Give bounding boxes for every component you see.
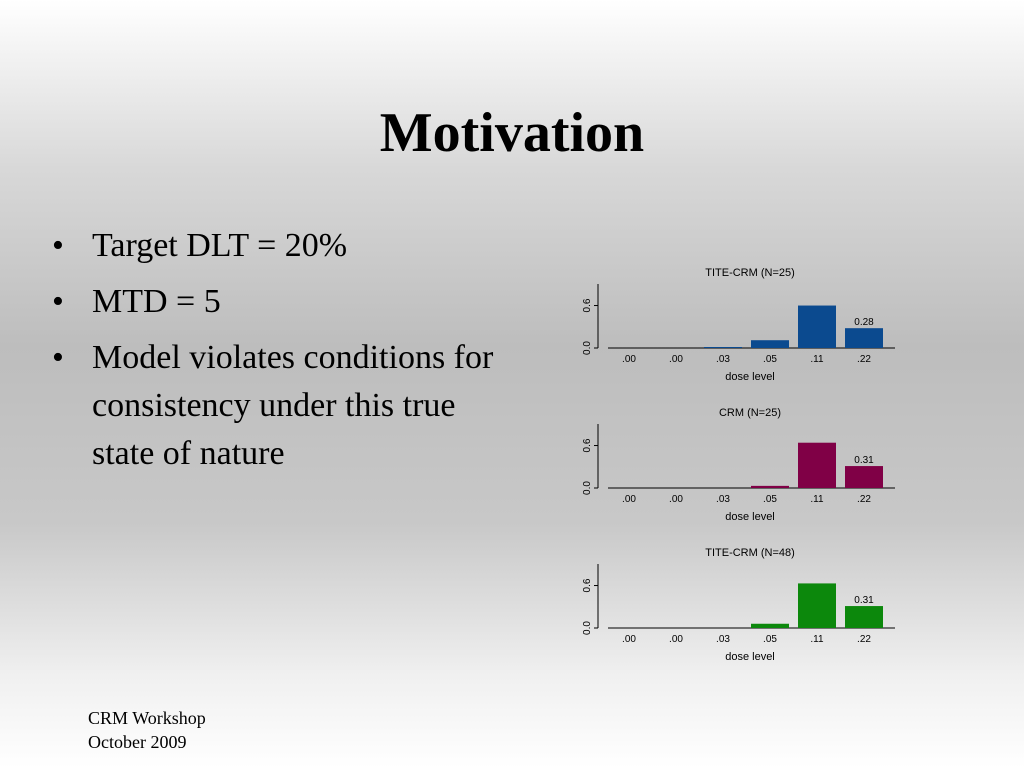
x-tick-label: .22	[857, 354, 871, 365]
bullet-text: Model violates conditions for consistenc…	[92, 339, 494, 472]
slide-title: Motivation	[379, 102, 645, 164]
chart-panel: TITE-CRM (N=25) 0.0 0.6 .00 .00 .03 .05 .11 .22 0…	[560, 262, 910, 682]
x-tick-label: .00	[669, 634, 683, 645]
bar	[751, 485, 789, 488]
x-tick-label: .00	[669, 494, 683, 505]
x-tick-label: .03	[716, 494, 730, 505]
bar	[704, 347, 742, 348]
y-tick-label: 0.6	[582, 298, 593, 312]
chart-title: TITE-CRM (N=25)	[705, 267, 795, 279]
data-label: 0.31	[854, 455, 874, 466]
bar	[751, 340, 789, 348]
bullet-item: • Model violates conditions for consisten…	[52, 334, 522, 478]
x-tick-label: .11	[810, 354, 824, 365]
bar-chart: TITE-CRM (N=48) 0.0 0.6 .00 .00 .03 .05 .11 .22 0…	[582, 547, 895, 662]
chart-title: TITE-CRM (N=48)	[705, 547, 795, 559]
bullet-dot: •	[52, 283, 64, 320]
x-tick-label: .22	[857, 494, 871, 505]
bar	[845, 606, 883, 628]
chart-title: CRM (N=25)	[719, 407, 781, 419]
bar	[845, 466, 883, 488]
bar-chart: CRM (N=25) 0.0 0.6 .00 .00 .03 .05 .11 .22 0.31 do…	[582, 407, 895, 522]
footer: CRM Workshop October 2009	[88, 706, 206, 754]
y-tick-label: 0.6	[582, 578, 593, 592]
bar	[798, 583, 836, 628]
x-tick-label: .00	[622, 494, 636, 505]
bar	[798, 305, 836, 348]
bullet-dot: •	[52, 227, 64, 264]
x-tick-label: .11	[810, 494, 824, 505]
x-tick-label: .05	[763, 494, 777, 505]
y-tick-label: 0.6	[582, 438, 593, 452]
x-axis-label: dose level	[725, 651, 775, 662]
bar	[751, 623, 789, 628]
x-tick-label: .00	[622, 634, 636, 645]
y-tick-label: 0.0	[582, 341, 593, 355]
y-tick-label: 0.0	[582, 621, 593, 635]
bullet-text: Target DLT = 20%	[92, 227, 348, 264]
x-tick-label: .05	[763, 354, 777, 365]
bullet-item: • MTD = 5	[52, 278, 522, 326]
data-label: 0.31	[854, 595, 874, 606]
x-axis-label: dose level	[725, 371, 775, 382]
bar	[845, 328, 883, 348]
x-tick-label: .11	[810, 634, 824, 645]
x-tick-label: .03	[716, 634, 730, 645]
x-tick-label: .05	[763, 634, 777, 645]
bullet-item: • Target DLT = 20%	[52, 222, 522, 270]
x-tick-label: .00	[622, 354, 636, 365]
footer-line-1: CRM Workshop	[88, 708, 206, 728]
x-tick-label: .00	[669, 354, 683, 365]
footer-line-2: October 2009	[88, 732, 187, 752]
y-tick-label: 0.0	[582, 481, 593, 495]
data-label: 0.28	[854, 317, 874, 328]
x-axis-label: dose level	[725, 511, 775, 522]
x-tick-label: .22	[857, 634, 871, 645]
bullet-dot: •	[52, 339, 64, 376]
x-tick-label: .03	[716, 354, 730, 365]
bullet-text: MTD = 5	[92, 283, 221, 320]
bullet-list: • Target DLT = 20% • MTD = 5 • Model violat…	[52, 222, 522, 486]
bar-chart: TITE-CRM (N=25) 0.0 0.6 .00 .00 .03 .05 .11 .22 0…	[582, 267, 895, 382]
bar	[798, 442, 836, 488]
